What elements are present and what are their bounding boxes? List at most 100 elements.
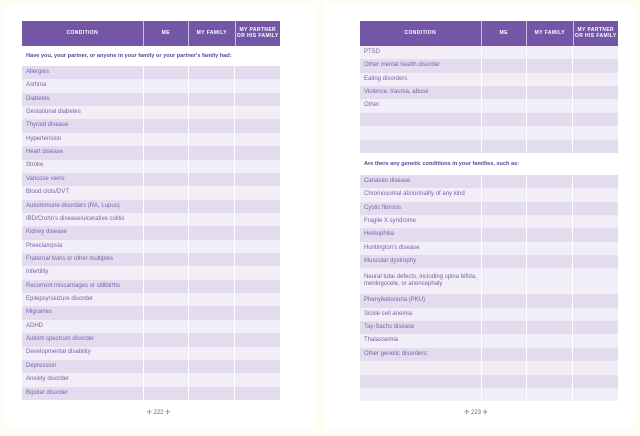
my-family-cell[interactable] bbox=[189, 159, 235, 173]
partner-cell[interactable] bbox=[573, 140, 618, 153]
me-cell[interactable] bbox=[144, 66, 189, 80]
my-family-cell[interactable] bbox=[189, 306, 235, 320]
me-cell[interactable] bbox=[144, 239, 189, 254]
me-cell[interactable] bbox=[144, 146, 189, 160]
me-cell[interactable] bbox=[482, 361, 527, 375]
my-family-cell[interactable] bbox=[527, 72, 573, 87]
my-family-cell[interactable] bbox=[527, 387, 573, 402]
me-cell[interactable] bbox=[144, 293, 189, 307]
my-family-cell[interactable] bbox=[527, 294, 573, 308]
my-family-cell[interactable] bbox=[527, 347, 573, 362]
partner-cell[interactable] bbox=[573, 228, 618, 241]
partner-cell[interactable] bbox=[573, 242, 618, 255]
me-cell[interactable] bbox=[144, 92, 189, 107]
partner-cell[interactable] bbox=[573, 348, 618, 361]
me-cell[interactable] bbox=[144, 132, 189, 147]
partner-cell[interactable] bbox=[235, 186, 280, 199]
partner-cell[interactable] bbox=[235, 66, 280, 79]
partner-cell[interactable] bbox=[573, 388, 618, 401]
my-family-cell[interactable] bbox=[189, 212, 235, 227]
me-cell[interactable] bbox=[482, 321, 527, 335]
my-family-cell[interactable] bbox=[189, 293, 235, 307]
me-cell[interactable] bbox=[144, 212, 189, 227]
my-family-cell[interactable] bbox=[527, 255, 573, 269]
me-cell[interactable] bbox=[144, 279, 189, 294]
my-family-cell[interactable] bbox=[527, 361, 573, 375]
me-cell[interactable] bbox=[144, 253, 189, 267]
me-cell[interactable] bbox=[482, 112, 527, 127]
my-family-cell[interactable] bbox=[189, 79, 235, 93]
my-family-cell[interactable] bbox=[189, 253, 235, 267]
my-family-cell[interactable] bbox=[527, 307, 573, 322]
my-family-cell[interactable] bbox=[189, 146, 235, 160]
me-cell[interactable] bbox=[482, 46, 527, 60]
partner-cell[interactable] bbox=[235, 93, 280, 106]
partner-cell[interactable] bbox=[573, 99, 618, 112]
my-family-cell[interactable] bbox=[189, 386, 235, 400]
me-cell[interactable] bbox=[144, 199, 189, 213]
me-cell[interactable] bbox=[144, 266, 189, 280]
me-cell[interactable] bbox=[482, 374, 527, 388]
my-family-cell[interactable] bbox=[527, 228, 573, 242]
partner-cell[interactable] bbox=[235, 293, 280, 306]
partner-cell[interactable] bbox=[573, 59, 618, 72]
me-cell[interactable] bbox=[482, 347, 527, 362]
partner-cell[interactable] bbox=[573, 321, 618, 334]
partner-cell[interactable] bbox=[235, 306, 280, 319]
me-cell[interactable] bbox=[144, 306, 189, 320]
me-cell[interactable] bbox=[482, 86, 527, 100]
partner-cell[interactable] bbox=[235, 119, 280, 132]
my-family-cell[interactable] bbox=[189, 346, 235, 360]
partner-cell[interactable] bbox=[235, 106, 280, 119]
my-family-cell[interactable] bbox=[527, 99, 573, 113]
me-cell[interactable] bbox=[144, 346, 189, 360]
me-cell[interactable] bbox=[482, 139, 527, 153]
partner-cell[interactable] bbox=[235, 200, 280, 213]
my-family-cell[interactable] bbox=[189, 279, 235, 294]
me-cell[interactable] bbox=[482, 99, 527, 113]
my-family-cell[interactable] bbox=[189, 266, 235, 280]
my-family-cell[interactable] bbox=[527, 86, 573, 100]
my-family-cell[interactable] bbox=[189, 186, 235, 200]
my-family-cell[interactable] bbox=[527, 112, 573, 127]
my-family-cell[interactable] bbox=[527, 214, 573, 229]
my-family-cell[interactable] bbox=[527, 321, 573, 335]
me-cell[interactable] bbox=[482, 307, 527, 322]
partner-cell[interactable] bbox=[235, 373, 280, 386]
partner-cell[interactable] bbox=[573, 126, 618, 139]
my-family-cell[interactable] bbox=[527, 374, 573, 388]
partner-cell[interactable] bbox=[573, 113, 618, 126]
partner-cell[interactable] bbox=[573, 86, 618, 99]
partner-cell[interactable] bbox=[235, 333, 280, 346]
my-family-cell[interactable] bbox=[189, 199, 235, 213]
me-cell[interactable] bbox=[144, 386, 189, 400]
my-family-cell[interactable] bbox=[527, 139, 573, 153]
my-family-cell[interactable] bbox=[189, 66, 235, 80]
my-family-cell[interactable] bbox=[527, 126, 573, 140]
my-family-cell[interactable] bbox=[189, 172, 235, 187]
my-family-cell[interactable] bbox=[189, 319, 235, 334]
partner-cell[interactable] bbox=[573, 308, 618, 321]
me-cell[interactable] bbox=[482, 214, 527, 229]
me-cell[interactable] bbox=[144, 359, 189, 374]
partner-cell[interactable] bbox=[235, 387, 280, 400]
my-family-cell[interactable] bbox=[527, 174, 573, 189]
me-cell[interactable] bbox=[482, 241, 527, 256]
me-cell[interactable] bbox=[144, 319, 189, 334]
me-cell[interactable] bbox=[144, 226, 189, 240]
my-family-cell[interactable] bbox=[189, 373, 235, 387]
partner-cell[interactable] bbox=[235, 173, 280, 186]
partner-cell[interactable] bbox=[235, 280, 280, 293]
partner-cell[interactable] bbox=[235, 360, 280, 373]
my-family-cell[interactable] bbox=[189, 106, 235, 120]
partner-cell[interactable] bbox=[573, 375, 618, 388]
me-cell[interactable] bbox=[482, 174, 527, 189]
partner-cell[interactable] bbox=[235, 133, 280, 146]
partner-cell[interactable] bbox=[235, 320, 280, 333]
partner-cell[interactable] bbox=[573, 46, 618, 59]
partner-cell[interactable] bbox=[573, 215, 618, 228]
me-cell[interactable] bbox=[144, 159, 189, 173]
my-family-cell[interactable] bbox=[527, 241, 573, 256]
partner-cell[interactable] bbox=[235, 347, 280, 360]
me-cell[interactable] bbox=[482, 228, 527, 242]
